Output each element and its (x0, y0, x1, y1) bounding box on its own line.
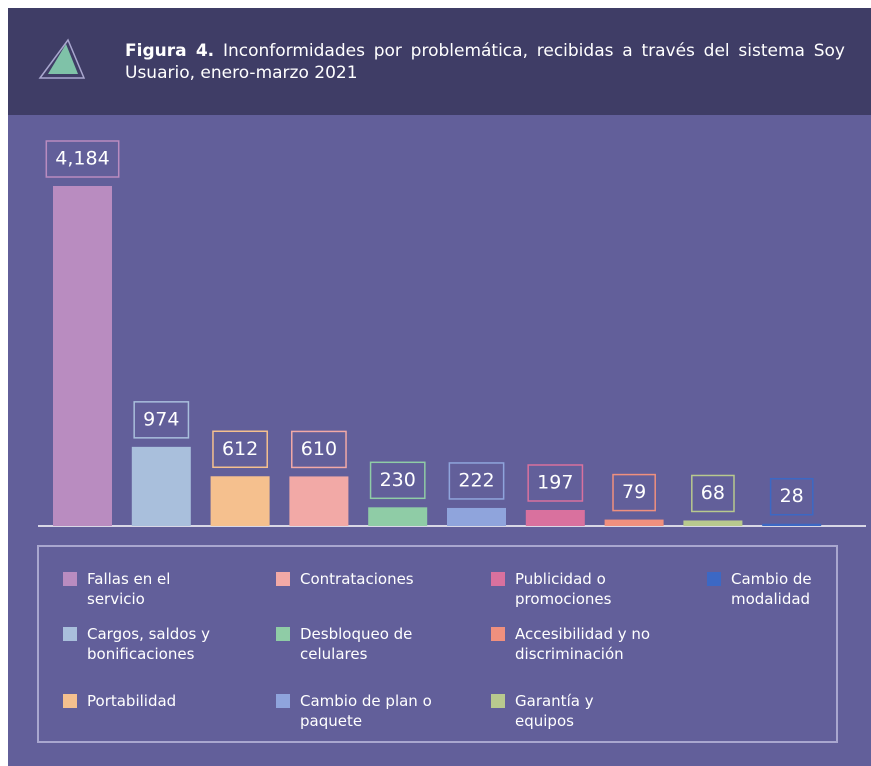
legend-swatch (276, 572, 290, 586)
title-text: Inconformidades por problemática, recibi… (125, 41, 845, 83)
legend-label: Publicidad o promociones (515, 570, 612, 608)
value-label: 222 (458, 469, 494, 491)
bar (762, 523, 822, 526)
value-label-box (369, 461, 426, 500)
value-label: 197 (537, 471, 573, 493)
legend-label: Cambio de plan o paquete (300, 692, 432, 730)
legend-label: Garantía y equipos (515, 692, 594, 730)
value-label: 4,184 (55, 148, 109, 170)
legend-swatch (276, 694, 290, 708)
value-label: 28 (780, 485, 804, 507)
value-label: 79 (622, 481, 646, 503)
legend-swatch (491, 627, 505, 641)
bar (210, 476, 270, 526)
value-label: 612 (222, 438, 258, 460)
legend-swatch (63, 627, 77, 641)
value-label-box (527, 464, 584, 502)
legend-label: Cambio de modalidad (731, 570, 812, 608)
legend: Fallas en el servicio Cargos, saldos y bo… (37, 545, 838, 743)
value-label-box (691, 474, 735, 513)
legend-swatch (491, 572, 505, 586)
bar (368, 507, 428, 526)
legend-label: Desbloqueo de celulares (300, 625, 413, 663)
legend-swatch (63, 572, 77, 586)
value-label: 610 (301, 438, 337, 460)
value-label: 974 (143, 408, 179, 430)
value-label-box (448, 462, 505, 500)
value-label-box (133, 401, 190, 439)
bar (131, 446, 191, 526)
legend-swatch (276, 627, 290, 641)
legend-swatch (491, 694, 505, 708)
legend-label: Contrataciones (300, 570, 414, 588)
legend-label: Cargos, saldos y bonificaciones (87, 625, 210, 663)
bar (53, 186, 112, 526)
title-label: Figura 4. (125, 41, 215, 61)
value-label: 68 (701, 482, 725, 504)
value-label-box (212, 430, 268, 469)
value-label-box (45, 140, 120, 178)
value-label-box (291, 430, 347, 469)
bar (447, 507, 506, 526)
legend-label: Accesibilidad y no discriminación (515, 625, 651, 663)
bar (683, 520, 743, 526)
bar (289, 476, 349, 526)
legend-swatch (707, 572, 721, 586)
header (8, 8, 871, 115)
legend-label: Portabilidad (87, 692, 177, 710)
legend-swatch (63, 694, 77, 708)
value-label-box (769, 477, 814, 516)
icon (48, 44, 78, 74)
legend-label: Fallas en el servicio (87, 570, 171, 608)
value-label: 230 (380, 469, 416, 491)
value-label-box (612, 473, 656, 512)
panel (8, 8, 871, 766)
icon (38, 38, 86, 79)
bar (525, 509, 585, 526)
chart-title: Figura 4. Inconformidades por problemáti… (125, 40, 845, 84)
bar (604, 519, 664, 526)
